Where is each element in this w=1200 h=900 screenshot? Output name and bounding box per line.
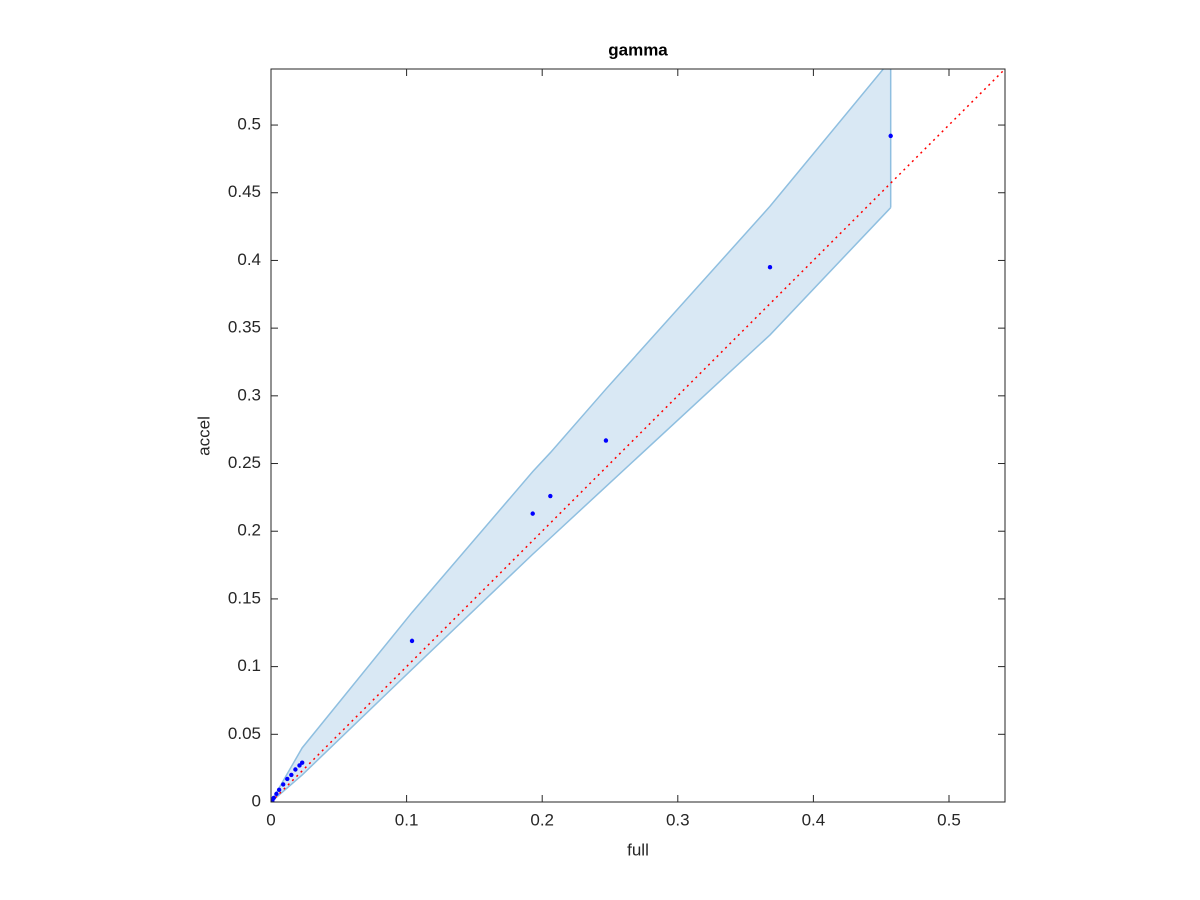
band-upper: [271, 69, 885, 802]
x-tick-label: 0.4: [802, 810, 826, 829]
data-point: [293, 767, 298, 772]
plot-content: [271, 69, 1005, 802]
y-tick-label: 0.3: [237, 385, 261, 404]
y-tick-label: 0: [252, 791, 261, 810]
y-tick-label: 0.5: [237, 115, 261, 134]
y-tick-label: 0.05: [228, 724, 261, 743]
data-point: [299, 760, 305, 765]
y-axis-label: accel: [194, 416, 213, 456]
data-point: [530, 511, 535, 516]
y-tick-label: 0.4: [237, 250, 261, 269]
x-tick-label: 0.5: [937, 810, 961, 829]
data-point: [548, 493, 553, 499]
x-tick-label: 0: [266, 810, 275, 829]
data-point: [276, 787, 282, 793]
x-tick-label: 0.2: [530, 810, 554, 829]
y-tick-label: 0.35: [228, 318, 261, 337]
band-lower: [271, 207, 892, 802]
x-axis-label: full: [627, 840, 649, 859]
data-point: [603, 438, 609, 443]
axes-box: [270, 68, 1006, 803]
data-point: [281, 782, 286, 787]
band-fill: [271, 69, 891, 802]
data-point: [289, 772, 294, 778]
data-point: [409, 638, 415, 644]
y-tick-label: 0.1: [237, 656, 261, 675]
data-point: [767, 265, 773, 270]
y-tick-label: 0.25: [228, 453, 261, 472]
data-point: [271, 795, 276, 801]
data-point: [274, 791, 279, 797]
x-tick-label: 0.1: [395, 810, 419, 829]
data-point: [888, 133, 893, 139]
chart-title: gamma: [608, 40, 668, 59]
y-tick-label: 0.15: [228, 588, 261, 607]
x-tick-label: 0.3: [666, 810, 690, 829]
y-tick-label: 0.2: [237, 521, 261, 540]
data-point: [285, 776, 290, 782]
data-point: [297, 763, 302, 768]
reference-line: [271, 69, 1005, 802]
y-tick-label: 0.45: [228, 182, 261, 201]
